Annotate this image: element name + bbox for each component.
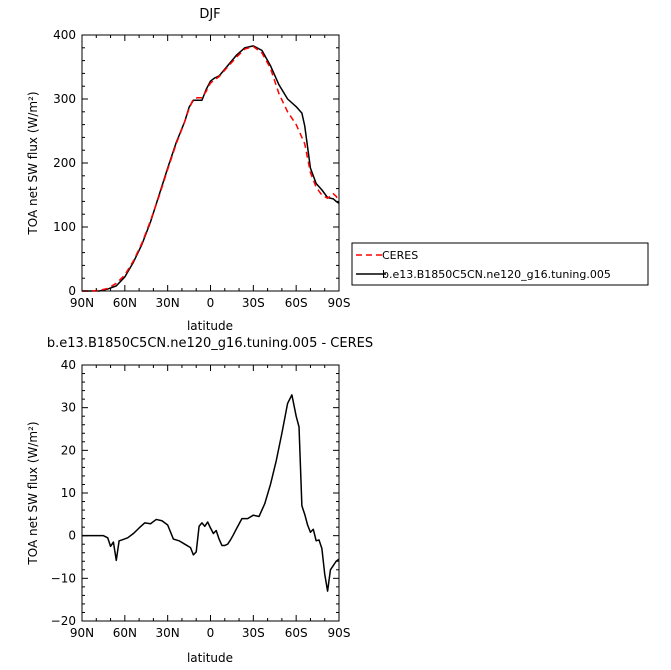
top-panel: DJF 90N 60N 30N 0 30S 60S 90S 0 100 200 300 400 la… xyxy=(26,7,350,333)
top-chart-title: DJF xyxy=(199,7,220,22)
x-tick-label: 0 xyxy=(207,626,215,640)
bottom-y-ticks: −20 −10 0 10 20 30 40 xyxy=(51,358,339,628)
y-tick-label: 20 xyxy=(61,443,76,457)
y-tick-label: 0 xyxy=(68,529,76,543)
x-tick-label: 30S xyxy=(242,296,265,310)
x-tick-label: 90S xyxy=(328,296,351,310)
x-tick-label: 0 xyxy=(207,296,215,310)
top-series-layer xyxy=(82,45,340,292)
y-tick-label: 200 xyxy=(53,156,76,170)
x-tick-label: 90S xyxy=(328,626,351,640)
bottom-x-ticks: 90N 60N 30N 0 30S 60S 90S xyxy=(70,365,351,640)
y-tick-label: 100 xyxy=(53,220,76,234)
bottom-plot-area: 90N 60N 30N 0 30S 60S 90S −20 −10 0 10 20 30 40 xyxy=(51,358,351,640)
x-tick-label: 90N xyxy=(70,626,94,640)
bottom-panel: b.e13.B1850C5CN.ne120_g16.tuning.005 - C… xyxy=(26,336,373,665)
x-tick-label: 30S xyxy=(242,626,265,640)
top-y-axis-label: TOA net SW flux (W/m²) xyxy=(26,91,40,235)
x-tick-label: 90N xyxy=(70,296,94,310)
y-tick-label: 0 xyxy=(68,284,76,298)
legend-ceres-label: CERES xyxy=(382,249,418,262)
bottom-series-layer xyxy=(82,394,340,592)
x-tick-label: 60S xyxy=(285,296,308,310)
y-tick-label: 10 xyxy=(61,486,76,500)
y-tick-label: 40 xyxy=(61,358,76,372)
x-tick-label: 60N xyxy=(113,296,137,310)
top-x-axis-label: latitude xyxy=(187,319,233,333)
x-tick-label: 60N xyxy=(113,626,137,640)
x-tick-label: 30N xyxy=(156,626,180,640)
legend-model-label: b.e13.B1850C5CN.ne120_g16.tuning.005 xyxy=(382,268,611,281)
bottom-chart-title: b.e13.B1850C5CN.ne120_g16.tuning.005 - C… xyxy=(47,336,373,351)
y-tick-label: 30 xyxy=(61,401,76,415)
x-tick-label: 60S xyxy=(285,626,308,640)
y-tick-label: 300 xyxy=(53,92,76,106)
top-y-ticks: 0 100 200 300 400 xyxy=(53,28,339,298)
legend-box xyxy=(351,242,649,286)
y-tick-label: −10 xyxy=(51,571,76,585)
bottom-y-axis-label: TOA net SW flux (W/m²) xyxy=(26,421,40,565)
bottom-x-axis-label: latitude xyxy=(187,651,233,665)
top-plot-frame xyxy=(81,34,340,292)
top-x-ticks: 90N 60N 30N 0 30S 60S 90S xyxy=(70,35,351,310)
model-series-line xyxy=(82,394,340,592)
x-tick-label: 30N xyxy=(156,296,180,310)
ceres-series-line xyxy=(82,45,340,292)
y-tick-label: 400 xyxy=(53,28,76,42)
y-tick-label: −20 xyxy=(51,614,76,628)
legend: CERES b.e13.B1850C5CN.ne120_g16.tuning.0… xyxy=(351,242,649,286)
bottom-plot-frame xyxy=(81,364,340,622)
model-series-line xyxy=(82,45,340,292)
top-plot-area: 90N 60N 30N 0 30S 60S 90S 0 100 200 300 400 xyxy=(53,28,350,310)
